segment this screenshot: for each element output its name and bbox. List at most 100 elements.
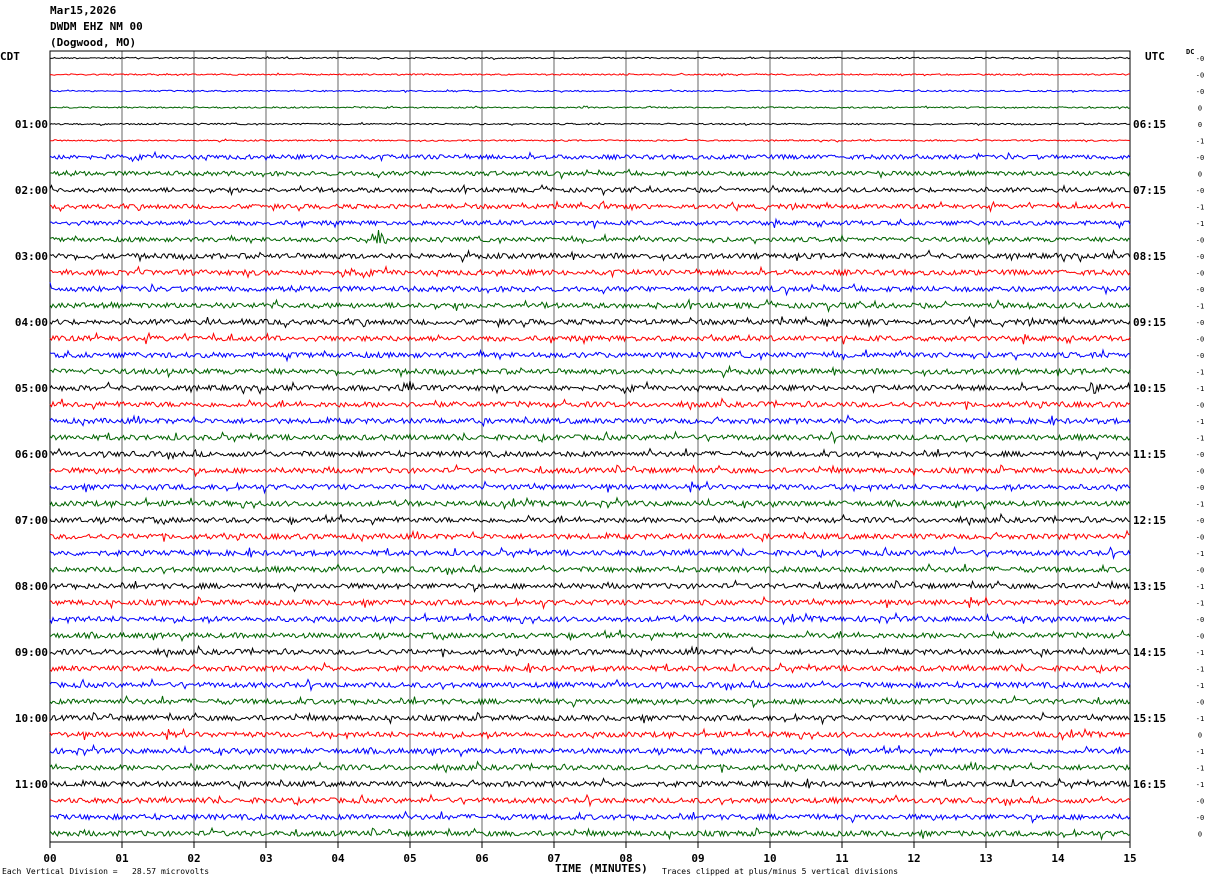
dc-offset-label: -1 [1196, 682, 1204, 690]
seismic-trace [49, 430, 1131, 445]
seismic-trace [49, 727, 1131, 741]
x-tick-label: 04 [331, 852, 345, 865]
seismic-trace [49, 661, 1130, 675]
dc-offset-label: -1 [1196, 781, 1204, 789]
x-tick-label: 07 [547, 852, 560, 865]
dc-offset-label: 0 [1198, 171, 1202, 179]
left-hour-label: 07:00 [15, 514, 48, 527]
seismic-trace [49, 529, 1131, 543]
x-tick-label: 05 [403, 852, 416, 865]
dc-offset-label: -1 [1196, 220, 1204, 228]
left-hour-label: 08:00 [15, 580, 48, 593]
dc-offset-label: -1 [1196, 600, 1204, 608]
dc-offset-label: -0 [1196, 253, 1204, 261]
dc-offset-label: -0 [1196, 336, 1204, 344]
x-tick-label: 00 [43, 852, 56, 865]
left-hour-label: 04:00 [15, 316, 48, 329]
dc-offset-label: -0 [1196, 699, 1204, 707]
x-tick-label: 01 [115, 852, 129, 865]
dc-offset-label: -0 [1196, 484, 1204, 492]
dc-offset-label: -1 [1196, 550, 1204, 558]
plot-frame [49, 50, 1131, 843]
left-hour-label: 11:00 [15, 778, 48, 791]
dc-offset-label: -1 [1196, 583, 1204, 591]
seismic-trace [49, 463, 1131, 478]
dc-offset-label: -0 [1196, 55, 1204, 63]
seismic-trace [49, 810, 1131, 824]
seismic-trace [49, 629, 1131, 643]
left-hour-label: 06:00 [15, 448, 48, 461]
dc-offset-label: -1 [1196, 666, 1204, 674]
seismic-trace [49, 496, 1131, 511]
x-tick-label: 14 [1051, 852, 1065, 865]
dc-offset-label: -1 [1196, 418, 1204, 426]
dc-offset-label: -0 [1196, 352, 1204, 360]
right-hour-label: 09:15 [1133, 316, 1166, 329]
dc-offset-label: -0 [1196, 633, 1204, 641]
station-label: DWDM EHZ NM 00 [50, 20, 143, 33]
left-hour-label: 02:00 [15, 184, 48, 197]
right-hour-label: 07:15 [1133, 184, 1166, 197]
right-timezone-label: UTC [1145, 50, 1165, 63]
seismic-trace [49, 447, 1131, 461]
dc-offset-label: -0 [1196, 187, 1204, 195]
seismic-trace [49, 265, 1131, 279]
dc-offset-label: -1 [1196, 715, 1204, 723]
dc-offset-label: -0 [1196, 88, 1204, 96]
seismic-trace [49, 512, 1131, 527]
seismic-trace [49, 777, 1131, 791]
seismic-trace [49, 248, 1131, 264]
seismic-trace [49, 595, 1130, 610]
seismic-trace [49, 121, 1131, 127]
dc-offset-label: 0 [1198, 831, 1202, 839]
x-tick-label: 13 [979, 852, 992, 865]
dc-offset-label: -1 [1196, 501, 1204, 509]
x-tick-label: 02 [187, 852, 200, 865]
left-hour-label: 09:00 [15, 646, 48, 659]
x-tick-label: 06 [475, 852, 489, 865]
left-hour-label: 10:00 [15, 712, 48, 725]
seismic-trace [49, 55, 1131, 61]
seismic-trace [49, 364, 1131, 379]
seismic-trace [50, 217, 1131, 230]
x-tick-label: 09 [691, 852, 704, 865]
dc-offset-label: -0 [1196, 72, 1204, 80]
clip-note: Traces clipped at plus/minus 5 vertical … [662, 867, 899, 876]
x-axis-title: TIME (MINUTES) [555, 862, 648, 875]
right-hour-label: 10:15 [1133, 382, 1166, 395]
seismic-trace [49, 348, 1131, 363]
dc-offset-label: -0 [1196, 468, 1204, 476]
dc-offset-label: -0 [1196, 451, 1204, 459]
right-hour-label: 08:15 [1133, 250, 1166, 263]
dc-offset-label: 0 [1198, 105, 1202, 113]
dc-offset-label: -0 [1196, 270, 1204, 278]
dc-offset-label: -0 [1196, 402, 1204, 410]
dc-offset-label: -0 [1196, 237, 1204, 245]
dc-offset-label: -1 [1196, 765, 1204, 773]
dc-offset-label: -0 [1196, 616, 1204, 624]
seismic-trace [49, 200, 1131, 213]
seismic-trace [49, 183, 1131, 197]
x-tick-label: 08 [619, 852, 632, 865]
seismic-trace [49, 579, 1131, 593]
left-hour-label: 05:00 [15, 382, 48, 395]
seismic-trace [49, 760, 1131, 774]
dc-offset-label: 0 [1198, 732, 1202, 740]
seismic-trace [49, 298, 1131, 313]
left-hour-label: 01:00 [15, 118, 48, 131]
right-hour-label: 12:15 [1133, 514, 1166, 527]
seismic-trace [49, 380, 1131, 395]
seismic-trace [49, 72, 1131, 77]
right-hour-label: 16:15 [1133, 778, 1166, 791]
right-hour-label: 06:15 [1133, 118, 1166, 131]
seismic-trace [49, 397, 1131, 411]
seismic-trace [50, 138, 1131, 143]
dc-offset-label: -0 [1196, 319, 1204, 327]
dc-offset-label: -1 [1196, 138, 1204, 146]
left-hour-label: 03:00 [15, 250, 48, 263]
dc-offset-label: -1 [1196, 369, 1204, 377]
seismic-trace [49, 282, 1131, 297]
dc-header-label: DC [1186, 48, 1195, 56]
x-tick-label: 12 [907, 852, 920, 865]
